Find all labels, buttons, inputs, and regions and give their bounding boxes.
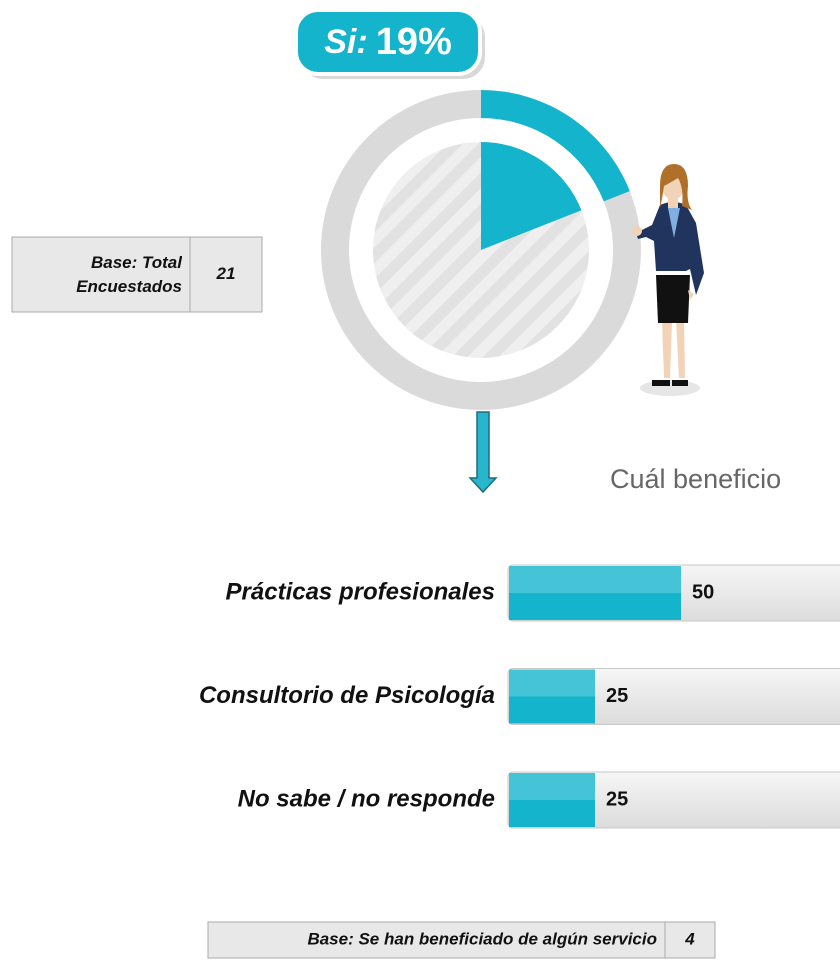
value-label: 50 <box>692 581 714 603</box>
bar-highlight <box>509 670 595 697</box>
bar-highlight <box>509 566 681 593</box>
table-label-box: Base: Total Encuestados <box>12 237 182 312</box>
table-label: Base: Total Encuestados <box>32 237 182 312</box>
value-label: 25 <box>606 788 628 810</box>
infographic: Si:19% Cuál beneficio 50 Prácticas profes… <box>0 0 840 960</box>
value-label: 25 <box>606 685 628 707</box>
table-value: 21 <box>216 264 236 283</box>
bubble-category: Si: <box>324 23 367 61</box>
arrow <box>470 412 496 492</box>
table-label: Base: Se han beneficiado de algún servic… <box>307 929 657 948</box>
category-label: No sabe / no responde <box>238 785 495 812</box>
bar-highlight <box>509 773 595 800</box>
bar-chart: 50 Prácticas profesionales 25 Consultorio d… <box>199 565 840 828</box>
category-label: Consultorio de Psicología <box>199 682 495 709</box>
bubble-value: 19% <box>376 21 452 63</box>
bubble-label: Si:19% <box>324 21 452 63</box>
category-label: Prácticas profesionales <box>226 578 495 605</box>
table-value: 4 <box>684 929 695 948</box>
chart-title: Cuál beneficio <box>610 464 781 494</box>
woman-figure <box>632 164 704 396</box>
